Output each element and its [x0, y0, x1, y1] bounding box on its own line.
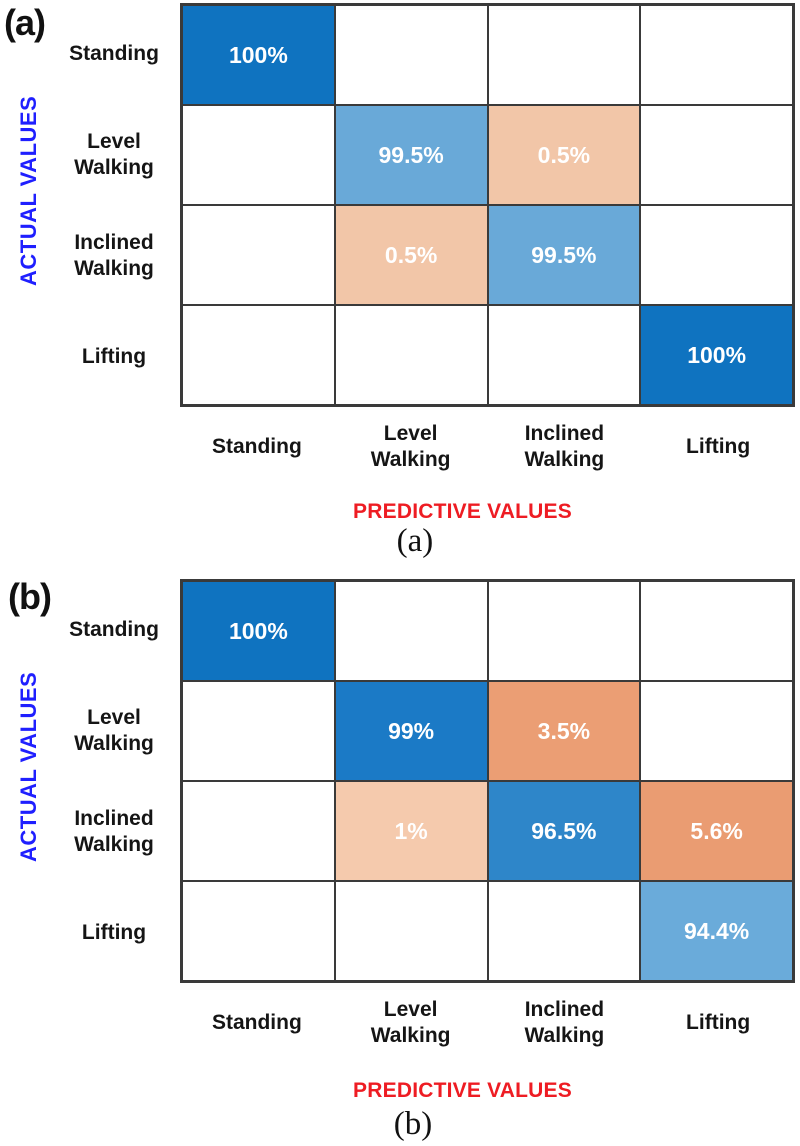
matrix-cell-b-r2c2: 96.5%: [487, 781, 641, 881]
matrix-cell-b-r2c1: 1%: [334, 781, 488, 881]
matrix-cell-b-r3c1: [334, 881, 488, 981]
matrix-cell-a-r1c3: [640, 105, 793, 205]
row-label-inclined-walking: Inclined Walking: [74, 230, 154, 280]
panel-a-caption: (a): [396, 523, 434, 559]
col-label-lifting: Lifting: [641, 991, 795, 1055]
matrix-cell-b-r0c1: [334, 581, 488, 681]
panel-b-row-labels: Standing Level Walking Inclined Walking …: [56, 579, 172, 983]
row-label-level-walking: Level Walking: [74, 129, 154, 179]
matrix-cell-b-r3c0: [182, 881, 335, 981]
matrix-cell-b-r0c0: 100%: [182, 581, 335, 681]
matrix-cell-a-r1c1: 99.5%: [334, 105, 488, 205]
panel-b-x-axis-title: PREDICTIVE VALUES: [353, 1079, 572, 1102]
col-label-lifting-text: Lifting: [686, 1011, 751, 1034]
panel-b-confusion-matrix: 100% 99% 3.5% 1% 96.5% 5.6% 94.4%: [180, 579, 795, 983]
matrix-cell-b-r0c3: [640, 581, 793, 681]
matrix-cell-a-r0c1: [334, 5, 488, 105]
col-label-level-walking: Level Walking: [334, 991, 488, 1055]
matrix-cell-a-r3c0: [182, 305, 335, 405]
col-label-standing: Standing: [180, 991, 334, 1055]
panel-a-col-labels: Standing Level Walking Inclined Walking …: [180, 415, 795, 479]
panel-b: (b) ACTUAL VALUES Standing Level Walking…: [0, 576, 800, 1146]
matrix-cell-a-r0c0: 100%: [182, 5, 335, 105]
col-label-inclined-walking: Inclined Walking: [488, 415, 642, 479]
col-label-lifting: Lifting: [641, 415, 795, 479]
panel-b-col-labels: Standing Level Walking Inclined Walking …: [180, 991, 795, 1055]
col-label-inclined-walking-text: Inclined Walking: [524, 998, 605, 1047]
matrix-cell-a-r1c2: 0.5%: [487, 105, 641, 205]
matrix-cell-b-r2c3: 5.6%: [640, 781, 793, 881]
panel-a-row-labels: Standing Level Walking Inclined Walking …: [56, 3, 172, 407]
col-label-level-walking-text: Level Walking: [370, 998, 451, 1047]
matrix-cell-b-r1c0: [182, 681, 335, 781]
matrix-cell-a-r2c1: 0.5%: [334, 205, 488, 305]
matrix-cell-b-r3c2: [487, 881, 641, 981]
col-label-level-walking-text: Level Walking: [370, 422, 451, 471]
col-label-level-walking: Level Walking: [334, 415, 488, 479]
panel-a: (a) ACTUAL VALUES Standing Level Walking…: [0, 0, 800, 570]
col-label-standing-text: Standing: [211, 1011, 302, 1034]
matrix-cell-a-r2c3: [640, 205, 793, 305]
col-label-standing-text: Standing: [211, 435, 302, 458]
matrix-cell-a-r2c2: 99.5%: [487, 205, 641, 305]
col-label-inclined-walking: Inclined Walking: [488, 991, 642, 1055]
matrix-cell-b-r1c2: 3.5%: [487, 681, 641, 781]
panel-b-y-axis-title: ACTUAL VALUES: [16, 671, 41, 863]
matrix-cell-a-r0c2: [487, 5, 641, 105]
row-label-standing: Standing: [69, 617, 159, 641]
col-label-lifting-text: Lifting: [686, 435, 751, 458]
matrix-cell-a-r2c0: [182, 205, 335, 305]
matrix-cell-a-r3c2: [487, 305, 641, 405]
panel-a-y-axis-title: ACTUAL VALUES: [16, 95, 41, 287]
col-label-standing: Standing: [180, 415, 334, 479]
row-label-lifting: Lifting: [81, 344, 147, 368]
matrix-cell-a-r1c0: [182, 105, 335, 205]
matrix-cell-b-r0c2: [487, 581, 641, 681]
panel-a-tag: (a): [4, 2, 46, 43]
matrix-cell-a-r0c3: [640, 5, 793, 105]
row-label-inclined-walking: Inclined Walking: [74, 806, 154, 856]
row-label-standing: Standing: [69, 41, 159, 65]
matrix-cell-a-r3c3: 100%: [640, 305, 793, 405]
matrix-cell-b-r1c3: [640, 681, 793, 781]
matrix-cell-b-r3c3: 94.4%: [640, 881, 793, 981]
matrix-cell-a-r3c1: [334, 305, 488, 405]
panel-a-x-axis-title: PREDICTIVE VALUES: [353, 500, 572, 523]
row-label-lifting: Lifting: [81, 920, 147, 944]
panel-b-tag: (b): [8, 576, 52, 617]
row-label-level-walking: Level Walking: [74, 705, 154, 755]
panel-a-confusion-matrix: 100% 99.5% 0.5% 0.5% 99.5% 100%: [180, 3, 795, 407]
matrix-cell-b-r1c1: 99%: [334, 681, 488, 781]
col-label-inclined-walking-text: Inclined Walking: [524, 422, 605, 471]
panel-b-caption: (b): [393, 1106, 433, 1142]
matrix-cell-b-r2c0: [182, 781, 335, 881]
